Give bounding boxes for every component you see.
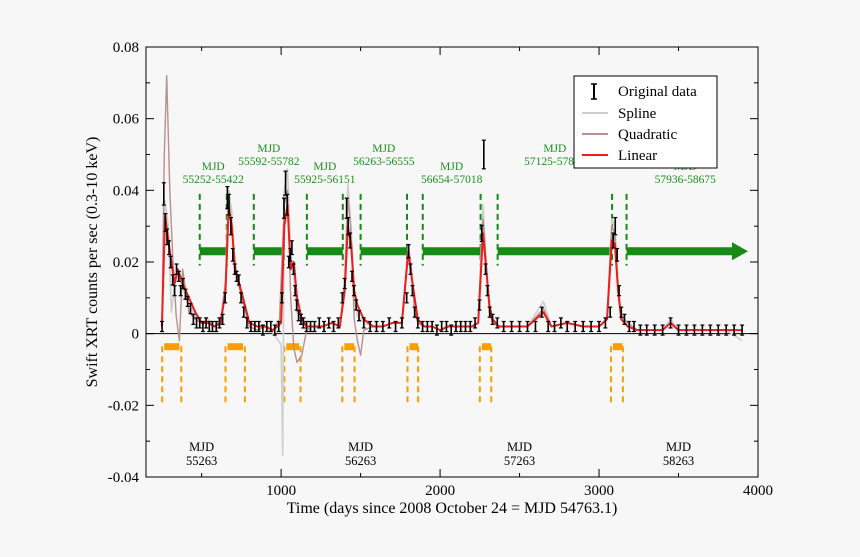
y-tick-label: 0.06: [113, 112, 140, 128]
orange-interval-bar: [227, 343, 243, 351]
axis-ticks: -0.04 -0.02 0 0.02 0.04 0.06 0.08 1000 2000 3000 4…: [108, 40, 773, 499]
y-tick-label: -0.04: [108, 470, 140, 486]
mjd-marker-label: MJD: [189, 440, 214, 454]
x-axis-label: Time (days since 2008 October 24 = MJD 5…: [287, 500, 618, 517]
legend-marker-original: [591, 83, 597, 100]
y-tick-label: -0.02: [108, 398, 139, 414]
mjd-marker-value: 56263: [345, 454, 376, 468]
green-interval-bar: [497, 247, 613, 256]
green-mjd-label: MJD: [440, 161, 463, 173]
mjd-marker-value: 57263: [504, 454, 535, 468]
mjd-marker-value: 55263: [186, 454, 217, 468]
legend-label-linear: Linear: [618, 148, 657, 164]
green-interval-bar: [422, 247, 481, 256]
y-tick-label: 0: [132, 327, 140, 343]
green-mjd-range: 56654-57018: [421, 174, 483, 186]
x-tick-label: 4000: [743, 483, 773, 499]
orange-interval-bar: [344, 343, 355, 351]
x-tick-label: 1000: [266, 483, 296, 499]
orange-interval-bar: [286, 343, 300, 351]
green-mjd-label: MJD: [202, 161, 225, 173]
mjd-marker-label: MJD: [348, 440, 373, 454]
legend-label-original: Original data: [618, 84, 697, 100]
mjd-marker-value: 58263: [663, 454, 694, 468]
orange-interval-markers: [161, 343, 624, 406]
green-interval-bar: [199, 247, 227, 256]
legend-box: [573, 75, 718, 169]
green-mjd-range: 55592-55782: [238, 156, 300, 168]
x-tick-label: 2000: [425, 483, 455, 499]
orange-interval-bar: [409, 343, 419, 351]
y-tick-label: 0.02: [113, 255, 139, 271]
green-arrow-head: [732, 242, 749, 261]
legend: Original data Spline Quadratic Linear: [573, 75, 718, 169]
orange-interval-bar: [612, 343, 623, 351]
green-arrow-bar: [626, 247, 733, 256]
green-mjd-label: MJD: [257, 143, 280, 155]
green-mjd-range: 56263-56555: [353, 156, 415, 168]
green-mjd-label: MJD: [313, 161, 336, 173]
green-mjd-label: MJD: [372, 143, 395, 155]
y-tick-label: 0.08: [113, 40, 139, 56]
green-mjd-range: 55252-55422: [183, 174, 245, 186]
orange-interval-bar: [164, 343, 180, 351]
orange-interval-bar: [481, 343, 491, 351]
legend-label-spline: Spline: [618, 106, 657, 122]
y-tick-label: 0.04: [113, 183, 140, 199]
series-spline-line: [161, 168, 743, 457]
x-tick-label: 3000: [584, 483, 614, 499]
green-interval-bar: [360, 247, 408, 256]
mjd-marker-label: MJD: [507, 440, 532, 454]
data-points: [160, 139, 745, 336]
series-linear-line: [160, 203, 743, 332]
green-mjd-range: 57936-58675: [655, 174, 717, 186]
green-interval-bar: [306, 247, 343, 256]
green-interval-bar: [253, 247, 284, 256]
legend-label-quadratic: Quadratic: [618, 127, 677, 143]
y-axis-label: Swift XRT counts per sec (0.3-10 keV): [84, 137, 101, 388]
green-mjd-range: 57125-57845: [524, 156, 586, 168]
mjd-marker-label: MJD: [666, 440, 691, 454]
green-mjd-range: 55925-56151: [294, 174, 356, 186]
green-mjd-label: MJD: [543, 143, 566, 155]
